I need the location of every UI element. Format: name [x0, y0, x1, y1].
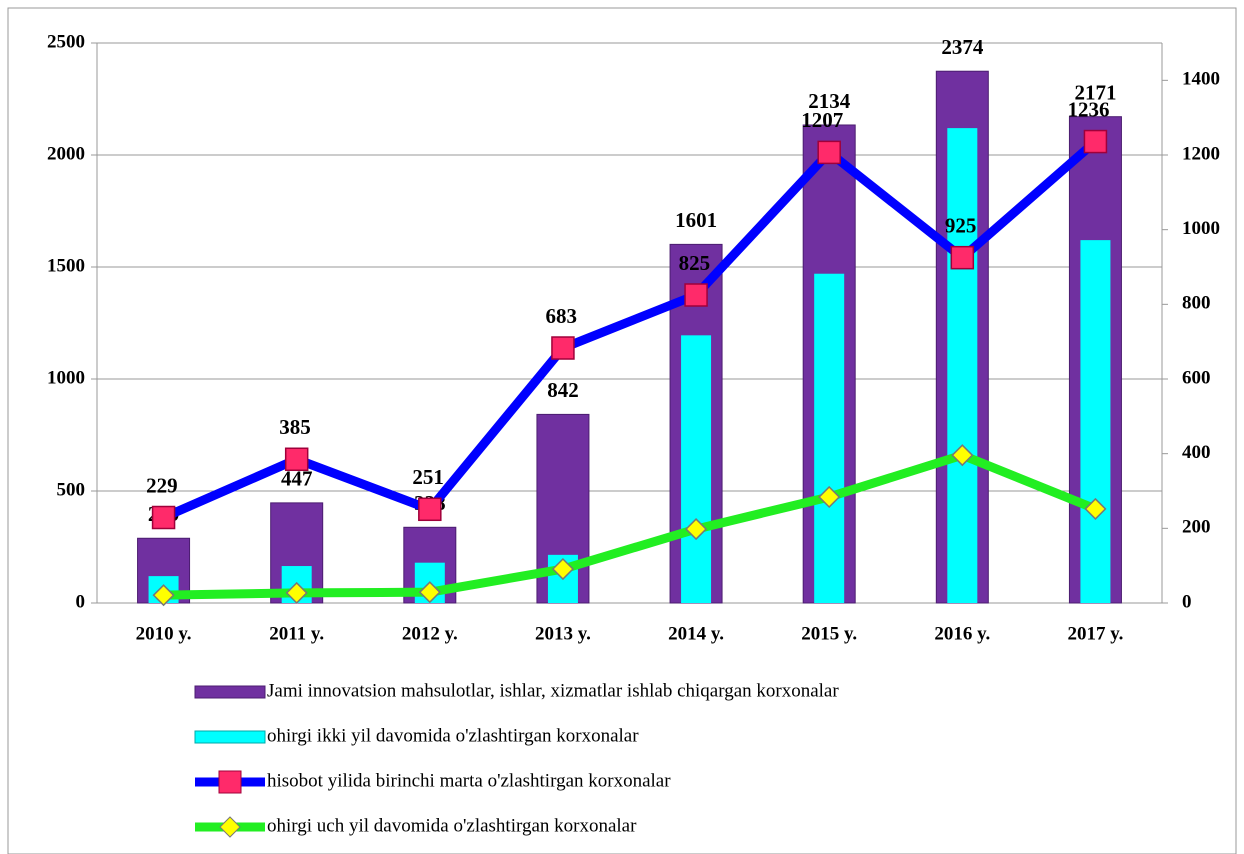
x-tick-label: 2010 y.: [136, 623, 192, 644]
marker: [551, 336, 575, 360]
data-label: 683: [545, 304, 577, 328]
marker: [551, 557, 574, 581]
marker: [685, 518, 708, 541]
marker: [418, 581, 441, 604]
series-line: [159, 450, 1100, 600]
data-label: 1601: [675, 208, 717, 232]
data-label: 2134: [808, 89, 851, 113]
bar: [681, 335, 712, 603]
series-line: [159, 137, 1100, 523]
legend-marker: [219, 816, 241, 838]
y2-tick-label: 1200: [1182, 143, 1220, 164]
y-tick-label: 500: [57, 479, 86, 500]
y2-tick-label: 0: [1182, 591, 1192, 612]
data-label: 251: [412, 465, 444, 489]
marker: [818, 485, 841, 509]
legend-label: hisobot yilida birinchi marta o'zlashtir…: [267, 770, 671, 791]
bar: [1080, 240, 1111, 603]
legend-label: ohirgi ikki yil davomida o'zlashtirgan k…: [267, 725, 639, 746]
legend-label: ohirgi uch yil davomida o'zlashtirgan ko…: [267, 815, 637, 836]
y-tick-label: 1000: [47, 367, 85, 388]
chart-border: [7, 7, 1237, 854]
marker: [284, 447, 309, 472]
y2-tick-label: 400: [1182, 442, 1211, 463]
bar: [814, 273, 845, 603]
data-label: 1236: [1067, 97, 1109, 121]
x-tick-label: 2013 y.: [535, 623, 591, 644]
y-tick-label: 2500: [47, 31, 85, 52]
data-label: 925: [945, 213, 977, 237]
marker: [418, 497, 442, 522]
y2-tick-label: 1000: [1182, 218, 1220, 239]
y-tick-label: 2000: [47, 143, 85, 164]
y-tick-label: 0: [76, 591, 86, 612]
x-tick-label: 2014 y.: [668, 623, 724, 644]
y2-tick-label: 800: [1182, 293, 1211, 314]
bar: [947, 128, 978, 603]
data-label: 385: [279, 415, 311, 439]
data-label: 1207: [801, 108, 843, 132]
legend-marker: [218, 770, 242, 794]
x-tick-label: 2017 y.: [1067, 623, 1123, 644]
y-tick-label: 1500: [47, 255, 85, 276]
marker: [684, 283, 708, 307]
data-label: 825: [679, 251, 711, 275]
x-tick-label: 2011 y.: [269, 623, 324, 644]
marker: [152, 584, 175, 607]
y2-tick-label: 1400: [1182, 69, 1220, 90]
y2-tick-label: 600: [1182, 367, 1211, 388]
legend-swatch: [194, 685, 266, 699]
x-tick-label: 2012 y.: [402, 623, 458, 644]
data-label: 229: [146, 473, 178, 497]
data-label: 2374: [941, 35, 984, 59]
marker: [151, 505, 176, 530]
marker: [1083, 129, 1108, 154]
y2-tick-label: 200: [1182, 517, 1211, 538]
data-label: 842: [547, 378, 579, 402]
x-tick-label: 2016 y.: [934, 623, 990, 644]
x-tick-label: 2015 y.: [801, 623, 857, 644]
marker: [817, 140, 841, 165]
legend-swatch: [194, 730, 266, 744]
marker: [285, 581, 308, 604]
marker: [1084, 497, 1107, 520]
marker: [950, 245, 975, 270]
data-label: 2171: [1074, 81, 1116, 105]
legend-label: Jami innovatsion mahsulotlar, ishlar, xi…: [267, 680, 839, 701]
marker: [951, 444, 974, 467]
